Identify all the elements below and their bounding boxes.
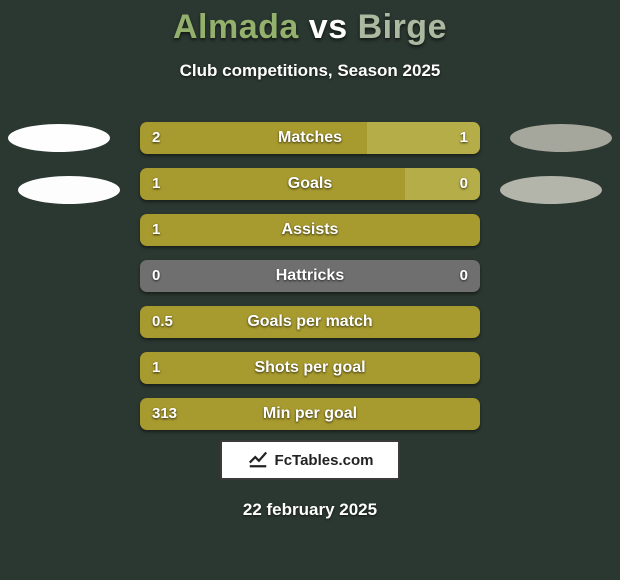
stat-seg-left xyxy=(140,260,310,292)
stat-seg-right xyxy=(310,260,480,292)
stat-row: 1Assists xyxy=(140,214,480,246)
stat-bars: 21Matches 10Goals 1Assists 00Hattricks 0.5Go… xyxy=(140,122,480,444)
stat-seg-left xyxy=(140,168,405,200)
title-player-right: Birge xyxy=(358,8,447,46)
player-right-crest-1 xyxy=(510,124,612,152)
subtitle: Club competitions, Season 2025 xyxy=(0,61,620,81)
title-player-left: Almada xyxy=(173,8,299,46)
brand-logo: FcTables.com xyxy=(220,440,400,480)
stat-row: 00Hattricks xyxy=(140,260,480,292)
player-left-crest-2 xyxy=(18,176,120,204)
stat-row: 313Min per goal xyxy=(140,398,480,430)
stat-row: 0.5Goals per match xyxy=(140,306,480,338)
stat-seg-left xyxy=(140,352,480,384)
stat-row: 21Matches xyxy=(140,122,480,154)
stat-seg-left xyxy=(140,122,367,154)
stat-row: 10Goals xyxy=(140,168,480,200)
stat-seg-left xyxy=(140,214,480,246)
stat-seg-left xyxy=(140,306,480,338)
player-right-crest-2 xyxy=(500,176,602,204)
title-vs: vs xyxy=(309,8,348,46)
stat-seg-left xyxy=(140,398,480,430)
stat-row: 1Shots per goal xyxy=(140,352,480,384)
chart-icon xyxy=(247,447,269,474)
footer-date: 22 february 2025 xyxy=(0,500,620,520)
page-title: Almada vs Birge xyxy=(0,0,620,47)
player-left-crest-1 xyxy=(8,124,110,152)
stat-seg-right xyxy=(405,168,480,200)
brand-text: FcTables.com xyxy=(275,452,374,469)
comparison-infographic: Almada vs Birge Club competitions, Seaso… xyxy=(0,0,620,580)
stat-seg-right xyxy=(367,122,480,154)
